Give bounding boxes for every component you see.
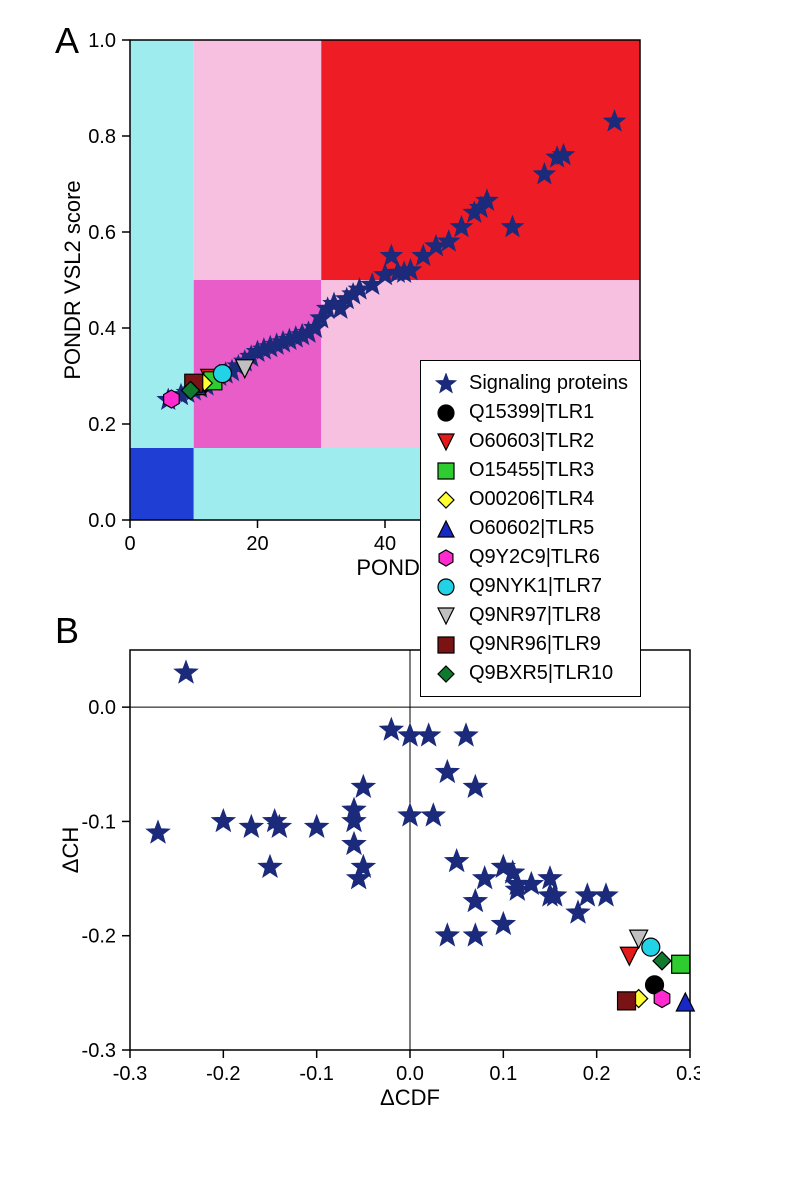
legend-label: O60603|TLR2 — [469, 427, 594, 456]
svg-text:ΔCH: ΔCH — [60, 827, 83, 873]
legend: Signaling proteinsQ15399|TLR1O60603|TLR2… — [420, 360, 641, 697]
legend-label: Signaling proteins — [469, 369, 628, 398]
legend-item: O00206|TLR4 — [433, 485, 628, 514]
chart-b: -0.3-0.2-0.10.00.10.20.3-0.3-0.2-0.10.0Δ… — [60, 640, 700, 1110]
svg-text:1.0: 1.0 — [88, 30, 116, 52]
legend-item: O15455|TLR3 — [433, 456, 628, 485]
legend-item: Q9NR97|TLR8 — [433, 601, 628, 630]
legend-item: Q15399|TLR1 — [433, 398, 628, 427]
svg-text:0.0: 0.0 — [396, 1063, 424, 1085]
svg-text:0: 0 — [124, 533, 135, 555]
svg-text:-0.3: -0.3 — [113, 1063, 147, 1085]
svg-text:0.0: 0.0 — [88, 510, 116, 532]
legend-label: Q9NR97|TLR8 — [469, 601, 601, 630]
svg-text:0.4: 0.4 — [88, 318, 116, 340]
legend-item: Q9NR96|TLR9 — [433, 630, 628, 659]
legend-item: O60603|TLR2 — [433, 427, 628, 456]
svg-text:40: 40 — [374, 533, 396, 555]
svg-text:ΔCDF: ΔCDF — [380, 1085, 440, 1110]
legend-label: O15455|TLR3 — [469, 456, 594, 485]
svg-text:0.2: 0.2 — [88, 414, 116, 436]
svg-text:-0.1: -0.1 — [299, 1063, 333, 1085]
legend-label: O60602|TLR5 — [469, 514, 594, 543]
svg-text:20: 20 — [246, 533, 268, 555]
svg-text:0.1: 0.1 — [489, 1063, 517, 1085]
legend-item: Q9BXR5|TLR10 — [433, 659, 628, 688]
legend-label: Q9Y2C9|TLR6 — [469, 543, 600, 572]
svg-text:-0.1: -0.1 — [82, 811, 116, 833]
svg-text:0.0: 0.0 — [88, 697, 116, 719]
svg-text:-0.3: -0.3 — [82, 1040, 116, 1062]
svg-text:-0.2: -0.2 — [206, 1063, 240, 1085]
legend-item: Q9NYK1|TLR7 — [433, 572, 628, 601]
svg-text:-0.2: -0.2 — [82, 926, 116, 948]
svg-text:0.6: 0.6 — [88, 222, 116, 244]
legend-item: Signaling proteins — [433, 369, 628, 398]
legend-item: Q9Y2C9|TLR6 — [433, 543, 628, 572]
figure-container: A 02040600.00.20.40.60.81.0PONDR VSL2 (%… — [20, 20, 780, 1170]
legend-label: O00206|TLR4 — [469, 485, 594, 514]
legend-label: Q9BXR5|TLR10 — [469, 659, 613, 688]
legend-label: Q9NYK1|TLR7 — [469, 572, 602, 601]
legend-item: O60602|TLR5 — [433, 514, 628, 543]
legend-label: Q15399|TLR1 — [469, 398, 594, 427]
svg-text:0.8: 0.8 — [88, 126, 116, 148]
legend-label: Q9NR96|TLR9 — [469, 630, 601, 659]
svg-text:PONDR VSL2 score: PONDR VSL2 score — [60, 180, 85, 379]
svg-text:0.2: 0.2 — [583, 1063, 611, 1085]
svg-text:0.3: 0.3 — [676, 1063, 700, 1085]
